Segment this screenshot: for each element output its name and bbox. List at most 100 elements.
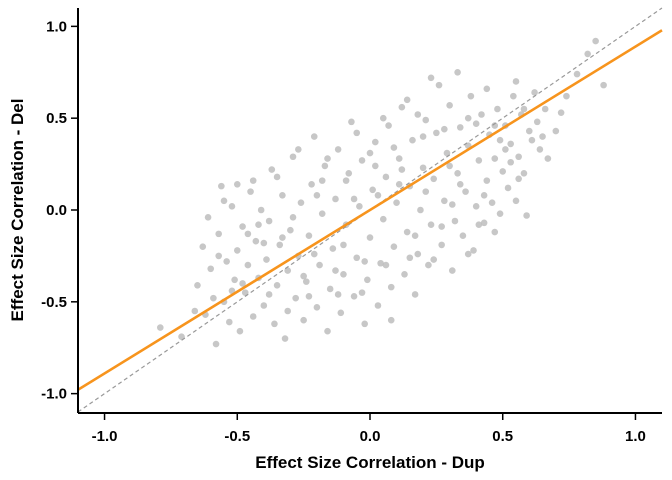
data-point bbox=[366, 149, 374, 157]
data-point bbox=[475, 157, 483, 164]
data-point bbox=[358, 289, 366, 296]
data-point bbox=[462, 188, 469, 195]
data-point bbox=[233, 247, 241, 254]
data-point bbox=[260, 239, 268, 247]
data-point bbox=[326, 285, 334, 293]
data-point bbox=[427, 221, 435, 228]
data-point bbox=[223, 258, 230, 265]
data-point bbox=[454, 68, 461, 76]
data-point bbox=[236, 327, 244, 335]
data-point bbox=[382, 173, 390, 181]
data-point bbox=[385, 122, 392, 129]
data-point bbox=[592, 37, 599, 45]
data-point bbox=[199, 243, 207, 251]
data-point bbox=[523, 212, 530, 219]
data-point bbox=[215, 230, 222, 238]
data-point bbox=[300, 316, 307, 324]
data-point bbox=[194, 281, 201, 289]
data-point bbox=[273, 173, 281, 181]
data-point bbox=[358, 157, 366, 164]
data-point bbox=[372, 138, 379, 146]
data-point bbox=[536, 146, 544, 153]
data-point bbox=[390, 144, 398, 151]
data-point bbox=[419, 133, 427, 140]
data-point bbox=[441, 125, 448, 133]
data-point bbox=[390, 243, 398, 251]
data-point bbox=[491, 228, 499, 236]
data-point bbox=[284, 307, 292, 315]
data-point bbox=[467, 92, 475, 100]
data-point bbox=[204, 214, 212, 221]
data-point bbox=[334, 291, 342, 298]
data-point bbox=[563, 92, 570, 100]
data-point bbox=[552, 127, 560, 135]
data-point bbox=[377, 259, 384, 267]
data-point bbox=[255, 221, 262, 228]
data-point bbox=[329, 245, 337, 252]
data-point bbox=[478, 111, 485, 118]
data-point bbox=[239, 223, 246, 230]
data-point bbox=[387, 283, 395, 291]
data-point bbox=[374, 192, 382, 199]
data-point bbox=[491, 122, 499, 129]
data-point bbox=[366, 234, 374, 241]
data-point bbox=[411, 232, 419, 240]
data-point bbox=[387, 316, 395, 324]
y-tick-label: 0.5 bbox=[46, 110, 67, 127]
data-point bbox=[435, 81, 443, 89]
data-point bbox=[273, 281, 281, 289]
data-point bbox=[446, 102, 453, 109]
data-point bbox=[295, 146, 302, 153]
data-point bbox=[379, 215, 387, 223]
data-point bbox=[422, 116, 430, 124]
data-point bbox=[318, 177, 326, 184]
data-point bbox=[340, 270, 347, 278]
data-point bbox=[356, 203, 363, 210]
data-point bbox=[252, 237, 260, 245]
data-point bbox=[310, 133, 318, 140]
data-point bbox=[178, 333, 185, 341]
data-point bbox=[459, 232, 467, 240]
y-tick-label: -0.5 bbox=[41, 294, 67, 311]
data-point bbox=[480, 192, 488, 199]
data-point bbox=[512, 78, 520, 85]
data-point bbox=[533, 118, 541, 126]
data-point bbox=[494, 105, 501, 113]
data-point bbox=[398, 103, 406, 111]
data-point bbox=[218, 182, 225, 190]
data-point bbox=[515, 153, 522, 161]
data-point bbox=[393, 199, 400, 206]
data-point bbox=[318, 210, 326, 217]
data-point bbox=[279, 192, 286, 199]
data-point bbox=[528, 136, 536, 144]
data-point bbox=[443, 149, 451, 157]
y-tick-label: 0.0 bbox=[46, 202, 67, 219]
data-point bbox=[496, 136, 504, 144]
data-point bbox=[395, 155, 403, 162]
data-point bbox=[350, 195, 358, 203]
data-point bbox=[297, 199, 305, 206]
data-point bbox=[239, 280, 246, 287]
data-point bbox=[496, 210, 504, 217]
x-tick-label: 0.0 bbox=[360, 428, 381, 445]
data-point bbox=[510, 92, 517, 100]
data-point bbox=[584, 50, 591, 58]
data-point bbox=[350, 293, 358, 300]
x-tick-label: 0.5 bbox=[492, 428, 513, 445]
data-point bbox=[284, 267, 292, 274]
data-point bbox=[369, 186, 376, 194]
data-point bbox=[228, 203, 236, 210]
data-point bbox=[215, 252, 222, 260]
data-point bbox=[411, 291, 419, 298]
data-point bbox=[305, 293, 313, 300]
data-point bbox=[464, 114, 472, 122]
data-point bbox=[279, 234, 286, 241]
data-point bbox=[499, 168, 507, 175]
x-tick-label: -1.0 bbox=[92, 428, 118, 445]
data-point bbox=[539, 133, 546, 140]
data-point bbox=[491, 155, 499, 162]
data-point bbox=[504, 184, 512, 192]
data-point bbox=[241, 289, 249, 296]
data-point bbox=[361, 320, 368, 328]
